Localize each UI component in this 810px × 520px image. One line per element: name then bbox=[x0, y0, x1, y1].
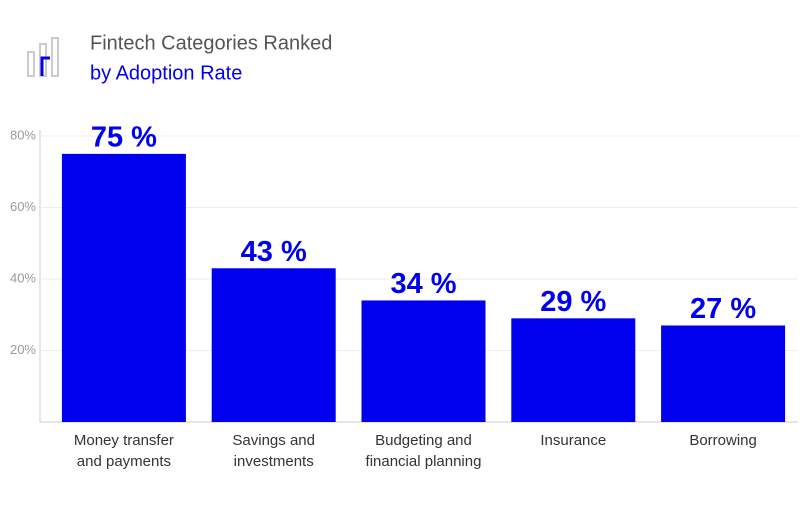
y-tick-label: 40% bbox=[10, 270, 36, 285]
chart-title: Fintech Categories Ranked bbox=[90, 32, 332, 54]
x-tick-label: investments bbox=[234, 453, 314, 470]
x-tick-label: Money transfer bbox=[74, 432, 174, 449]
x-tick-label: Borrowing bbox=[689, 432, 757, 449]
y-tick-label: 80% bbox=[10, 127, 36, 142]
bar bbox=[61, 153, 186, 422]
y-tick-label: 60% bbox=[10, 199, 36, 214]
x-tick-label: Savings and bbox=[232, 432, 315, 449]
chart-subtitle: by Adoption Rate bbox=[90, 62, 242, 84]
value-label: 43 % bbox=[241, 236, 307, 268]
value-label: 27 % bbox=[690, 293, 756, 325]
x-tick-label: Budgeting and bbox=[375, 432, 472, 449]
bar bbox=[361, 300, 486, 422]
x-tick-label: financial planning bbox=[366, 453, 482, 470]
value-label: 34 % bbox=[390, 268, 456, 300]
bar bbox=[661, 325, 786, 422]
value-label: 75 % bbox=[91, 122, 157, 154]
value-label: 29 % bbox=[540, 286, 606, 318]
x-tick-label: and payments bbox=[77, 453, 171, 470]
bar bbox=[211, 268, 336, 422]
y-tick-label: 20% bbox=[10, 342, 36, 357]
x-tick-label: Insurance bbox=[540, 432, 606, 449]
bar bbox=[511, 318, 636, 422]
logo-icon bbox=[27, 37, 59, 77]
